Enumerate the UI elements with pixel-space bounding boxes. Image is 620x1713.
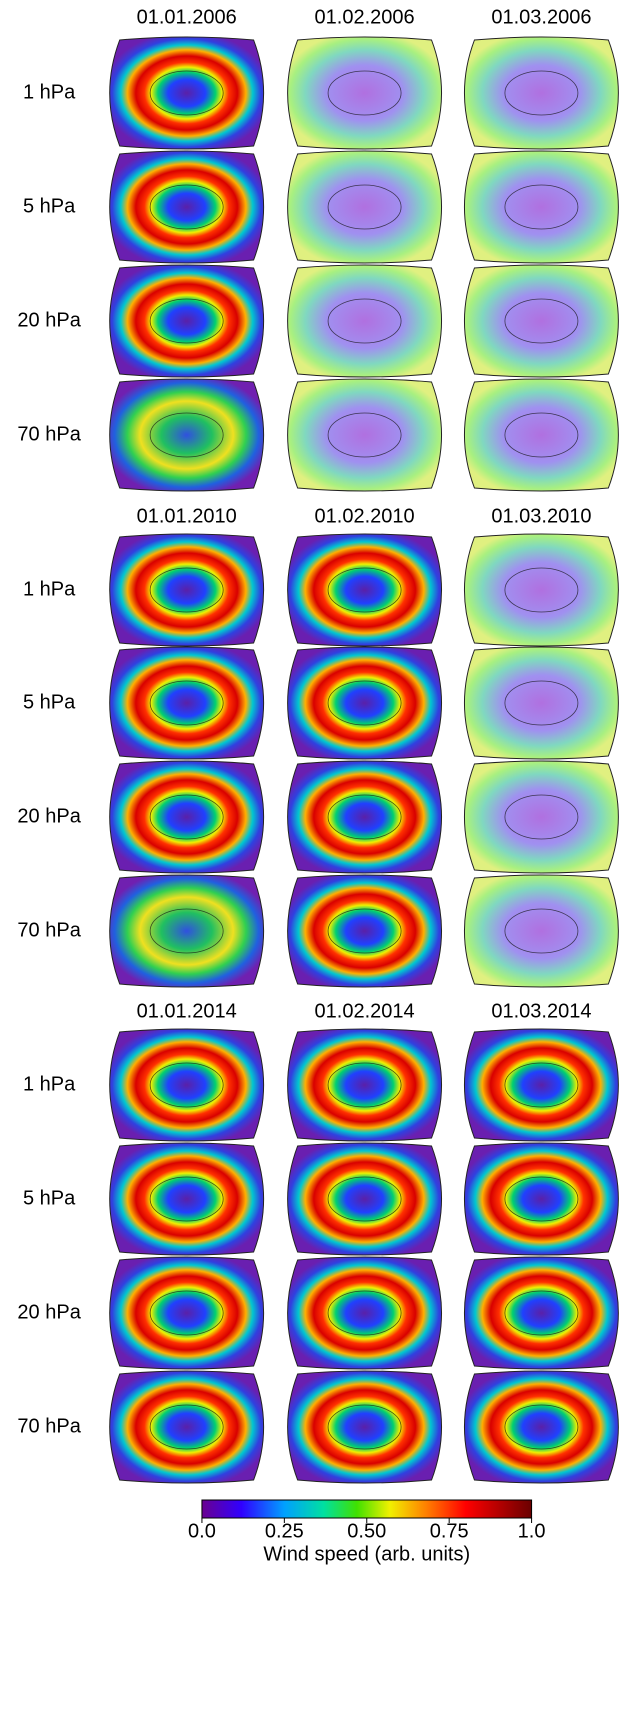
map-panel: [288, 1143, 442, 1255]
map-panel: [288, 265, 442, 377]
level-label: 70 hPa: [17, 919, 81, 941]
level-label: 20 hPa: [17, 1301, 81, 1323]
map-panel: [464, 647, 618, 759]
level-label: 20 hPa: [17, 309, 81, 331]
map-panel: [110, 265, 264, 377]
colorbar-tick-label: 1.0: [518, 1520, 546, 1542]
map-panel: [288, 761, 442, 873]
figure: 01.01.2006 01.02.2006 01.03.2006 1 hPa 5 hPa…: [0, 0, 620, 1713]
map-panel: [288, 1257, 442, 1369]
colorbar-tick-label: 0.0: [188, 1520, 216, 1542]
map-panel: [464, 1029, 618, 1141]
level-label: 5 hPa: [23, 195, 76, 217]
date-header: 01.02.2006: [315, 6, 415, 28]
date-header: 01.02.2014: [315, 1000, 415, 1022]
level-label: 70 hPa: [17, 423, 81, 445]
level-label: 1 hPa: [23, 578, 76, 600]
map-panel: [464, 534, 618, 646]
level-label: 5 hPa: [23, 691, 76, 713]
map-panel: [288, 37, 442, 149]
map-panel: [110, 875, 264, 987]
map-panel: [110, 1371, 264, 1483]
colorbar-tick-label: 0.75: [430, 1520, 469, 1542]
map-panel: [110, 151, 264, 263]
colorbar: [202, 1500, 532, 1518]
colorbar-tick-label: 0.25: [265, 1520, 304, 1542]
map-panel: [288, 875, 442, 987]
date-header: 01.02.2010: [315, 505, 415, 527]
level-label: 5 hPa: [23, 1187, 76, 1209]
map-panel: [464, 37, 618, 149]
level-label: 1 hPa: [23, 81, 76, 103]
map-panel: [464, 1143, 618, 1255]
map-panel: [110, 1257, 264, 1369]
map-panel: [464, 151, 618, 263]
colorbar-label: Wind speed (arb. units): [263, 1543, 470, 1565]
date-header: 01.01.2014: [137, 1000, 237, 1022]
map-panel: [110, 1029, 264, 1141]
date-header: 01.01.2006: [137, 6, 237, 28]
map-panel: [110, 37, 264, 149]
map-panel: [464, 265, 618, 377]
level-label: 20 hPa: [17, 805, 81, 827]
map-panel: [464, 379, 618, 491]
map-panel: [288, 647, 442, 759]
map-panel: [464, 761, 618, 873]
map-panel: [288, 1371, 442, 1483]
map-panel: [464, 1371, 618, 1483]
map-panel: [464, 875, 618, 987]
map-panel: [110, 647, 264, 759]
map-panel: [464, 1257, 618, 1369]
colorbar-tick-label: 0.50: [347, 1520, 386, 1542]
date-header: 01.03.2014: [491, 1000, 591, 1022]
map-panel: [110, 534, 264, 646]
map-panel: [110, 761, 264, 873]
map-panel: [288, 1029, 442, 1141]
map-panel: [288, 534, 442, 646]
date-header: 01.03.2010: [491, 505, 591, 527]
map-panel: [110, 1143, 264, 1255]
date-header: 01.01.2010: [137, 505, 237, 527]
level-label: 1 hPa: [23, 1073, 76, 1095]
map-panel: [110, 379, 264, 491]
map-panel: [288, 151, 442, 263]
map-panel: [288, 379, 442, 491]
date-header: 01.03.2006: [491, 6, 591, 28]
level-label: 70 hPa: [17, 1415, 81, 1437]
